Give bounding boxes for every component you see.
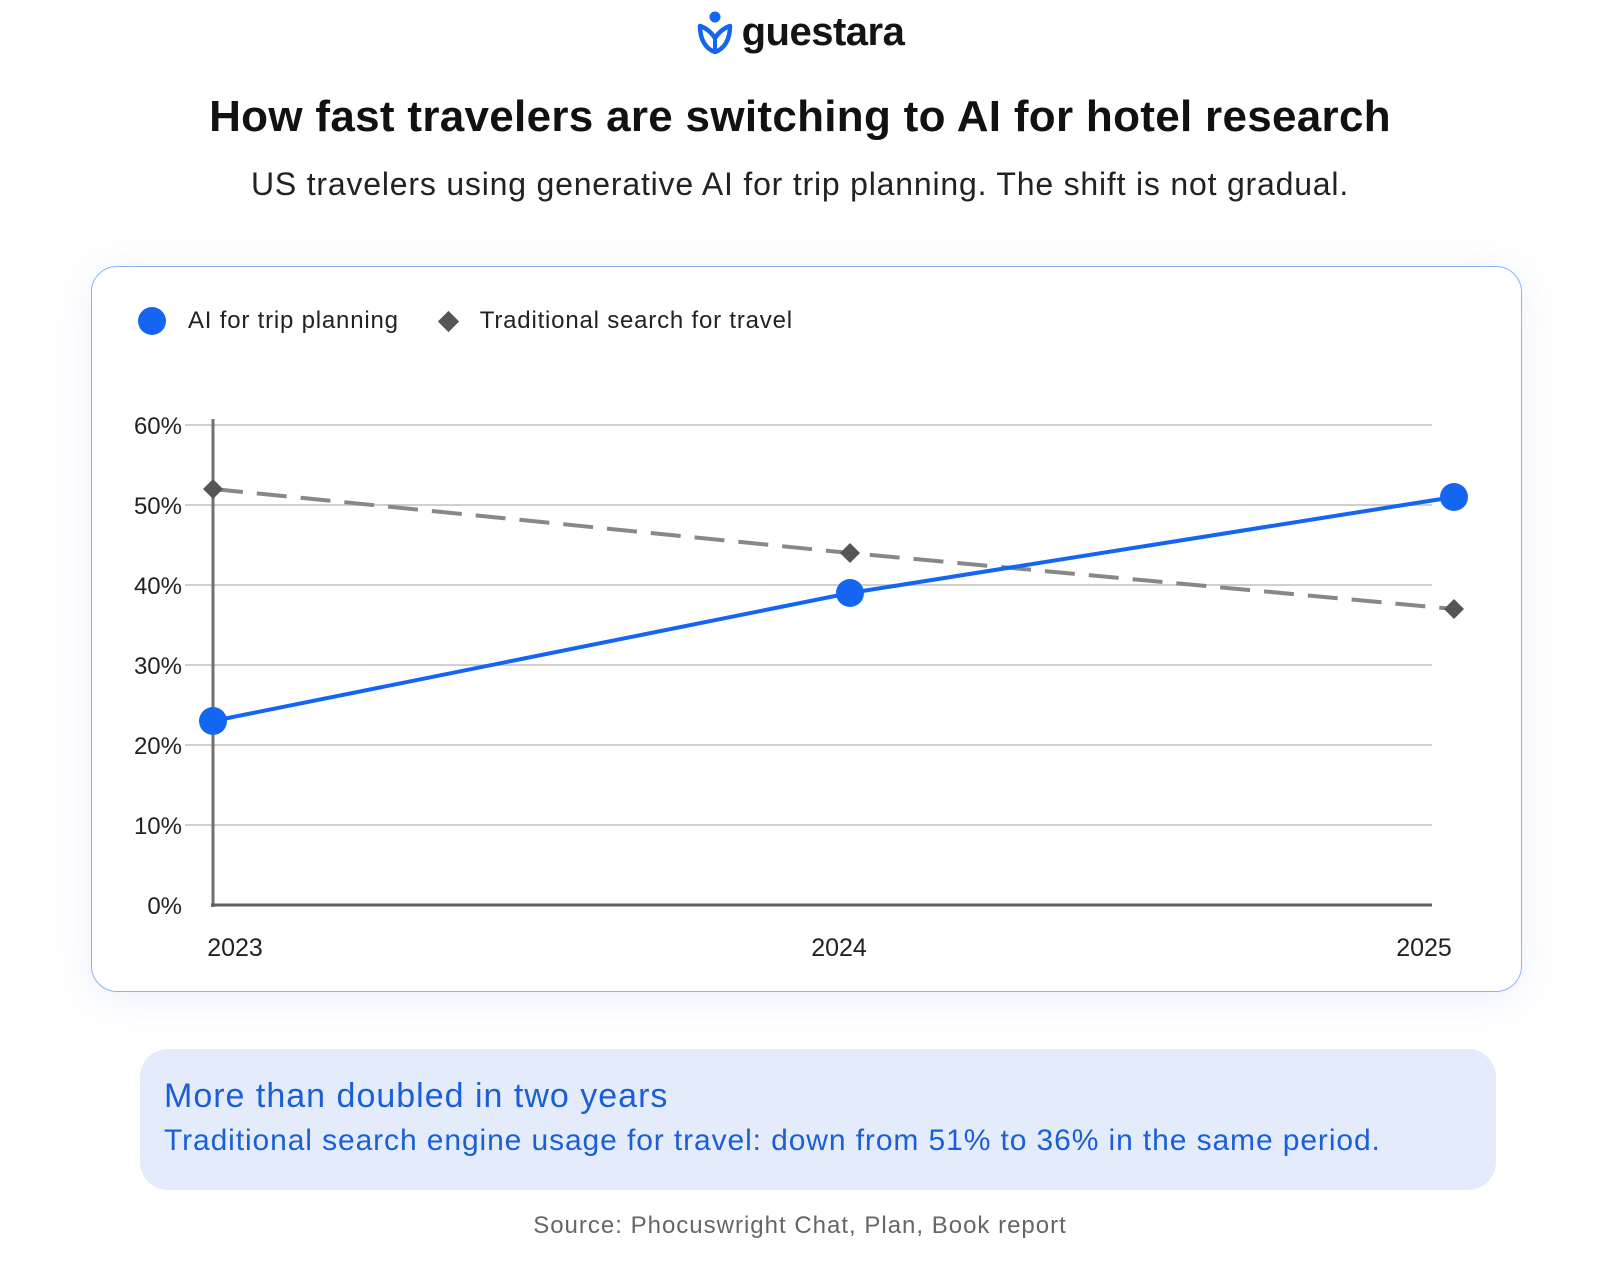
y-tick-label: 50% [134, 493, 182, 520]
brand-name: guestara [741, 10, 905, 54]
chart-legend: AI for trip planning Traditional search … [138, 307, 829, 335]
source-note: Source: Phocuswright Chat, Plan, Book re… [533, 1212, 1067, 1239]
guestara-logo-icon [697, 11, 732, 54]
y-tick-label: 0% [147, 893, 182, 920]
legend-item-ai: AI for trip planning [138, 307, 399, 335]
x-tick-label: 2025 [1396, 934, 1452, 962]
page-title: How fast travelers are switching to AI f… [209, 92, 1391, 141]
callout-text: Traditional search engine usage for trav… [164, 1124, 1381, 1157]
traditional-search-line [212, 487, 1455, 611]
line-chart: 0% 10% 20% 30% 40% 50% 60% 2023 2024 2025 [134, 413, 1468, 962]
y-tick-label: 60% [134, 413, 182, 440]
x-tick-label: 2023 [207, 934, 263, 962]
y-tick-label: 20% [134, 733, 182, 760]
traditional-data-point [203, 479, 223, 499]
traditional-data-point [1444, 599, 1464, 619]
callout-title: More than doubled in two years [164, 1077, 669, 1115]
ai-data-point [199, 707, 227, 735]
insight-callout: More than doubled in two years Tradition… [140, 1049, 1496, 1190]
y-tick-label: 10% [134, 813, 182, 840]
traditional-data-point [840, 543, 860, 563]
y-tick-label: 30% [134, 653, 182, 680]
y-tick-label: 40% [134, 573, 182, 600]
legend-label-ai: AI for trip planning [188, 307, 399, 334]
ai-data-point [836, 579, 864, 607]
chart-card: AI for trip planning Traditional search … [91, 266, 1522, 992]
ai-planning-line [212, 495, 1455, 723]
x-tick-label: 2024 [811, 934, 867, 962]
brand-logo: guestara [0, 10, 1600, 54]
legend-item-traditional: Traditional search for travel [435, 307, 793, 335]
legend-circle-marker [138, 307, 166, 335]
legend-label-traditional: Traditional search for travel [479, 307, 793, 334]
page-subtitle: US travelers using generative AI for tri… [250, 166, 1350, 202]
ai-data-point [1440, 483, 1468, 511]
